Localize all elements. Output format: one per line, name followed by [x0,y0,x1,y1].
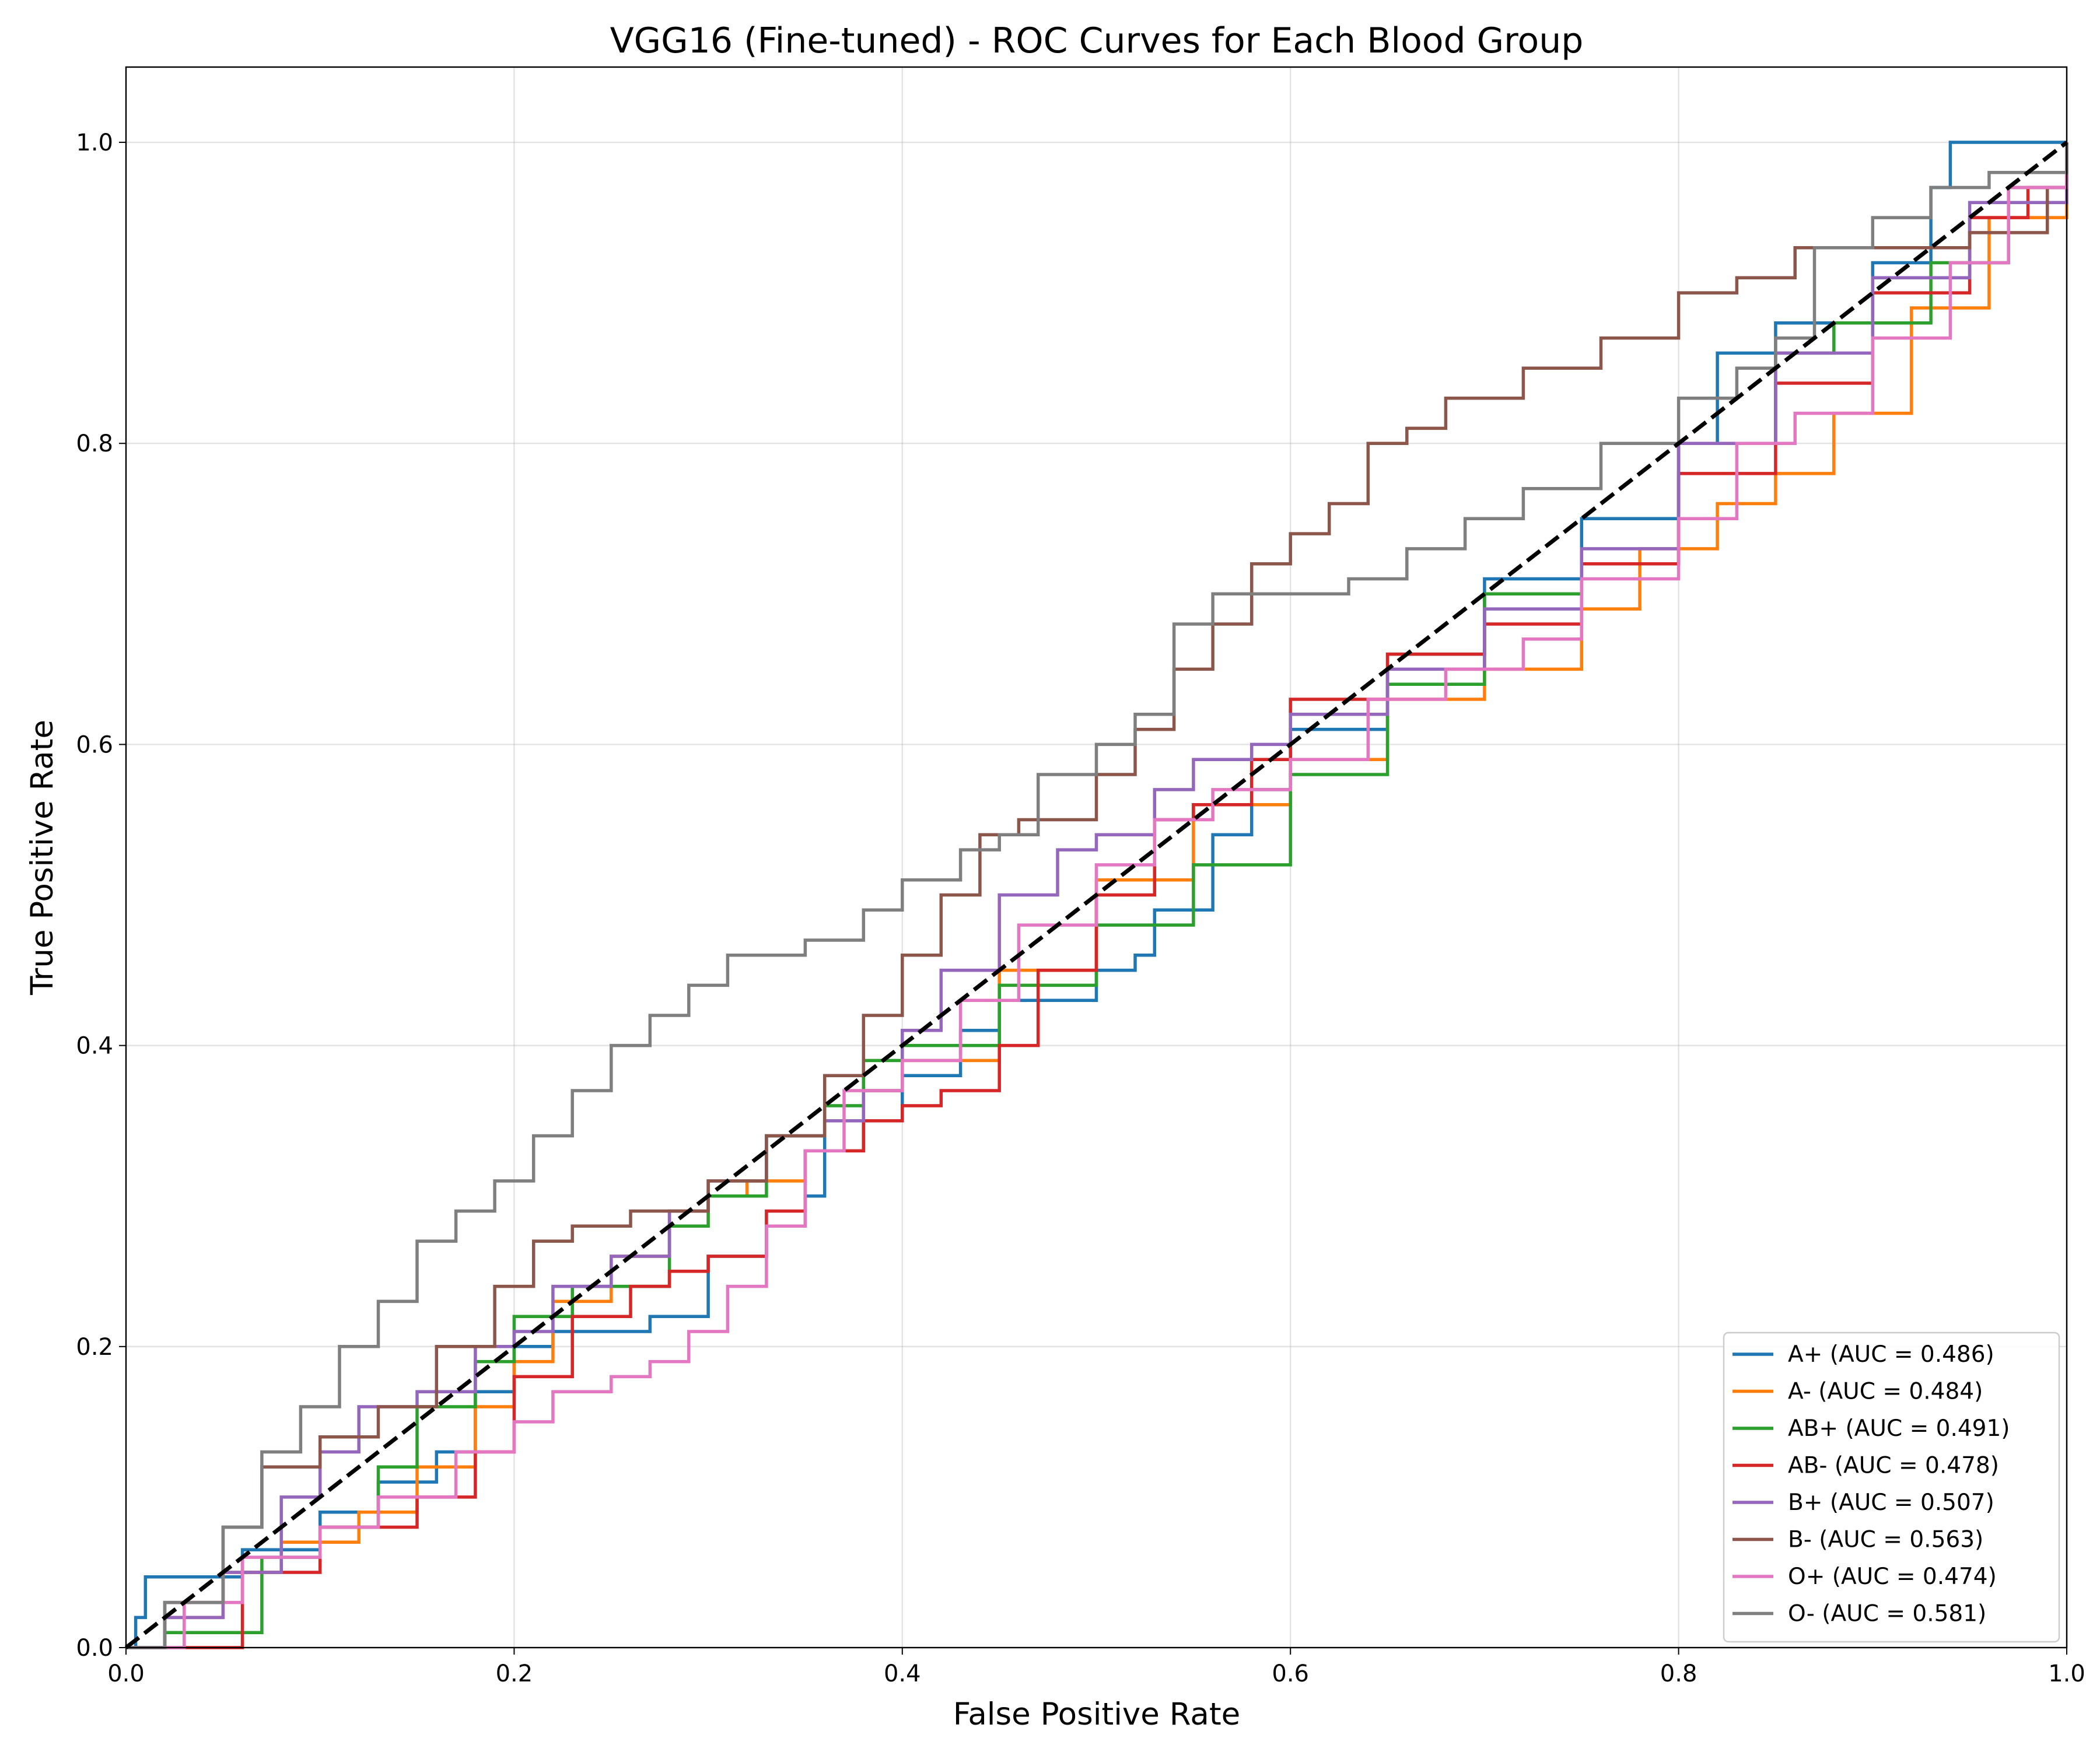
legend-label-abpos: AB+ (AUC = 0.491) [1788,1415,2010,1442]
legend-label-ab: AB- (AUC = 0.478) [1788,1453,1999,1479]
legend-label-o: O- (AUC = 0.581) [1788,1601,1986,1627]
x-tick-label: 0.6 [1272,1660,1309,1687]
legend: A+ (AUC = 0.486) A- (AUC = 0.484) AB+ (AUC… [1723,1331,2060,1643]
legend-label-apos: A+ (AUC = 0.486) [1788,1341,1994,1368]
y-tick-label: 0.6 [76,731,113,758]
chart-title: VGG16 (Fine-tuned) - ROC Curves for Each… [610,20,1584,61]
x-axis-label: False Positive Rate [953,1697,1241,1732]
x-tick-label: 0.4 [884,1660,921,1687]
legend-label-a: A- (AUC = 0.484) [1788,1379,1983,1405]
y-tick-label: 0.4 [76,1033,113,1060]
legend-box [1723,1331,2060,1643]
x-tick-label: 0.8 [1660,1660,1698,1687]
reference-line-group [124,141,2068,1649]
y-tick-label: 1.0 [76,129,113,156]
x-tick-label: 1.0 [2048,1660,2085,1687]
legend-label-bpos: B+ (AUC = 0.507) [1788,1490,1994,1516]
x-tick-label: 0.0 [107,1660,145,1687]
plot-frame [125,66,2068,1649]
axis-ticks: 0.0 0.2 0.4 0.6 0.8 1.0 0.0 0.2 0.4 0.6 0.8 1.0 [76,129,2085,1687]
y-tick-label: 0.2 [76,1334,113,1361]
y-tick-label: 0.0 [76,1635,113,1662]
y-tick-label: 0.8 [76,430,113,457]
legend-label-opos: O+ (AUC = 0.474) [1788,1564,1997,1590]
legend-label-b: B- (AUC = 0.563) [1788,1527,1983,1553]
roc-line-b [126,142,2068,1649]
y-axis-label: True Positive Rate [24,720,60,996]
x-tick-label: 0.2 [496,1660,533,1687]
chance-diagonal-line [124,141,2068,1649]
